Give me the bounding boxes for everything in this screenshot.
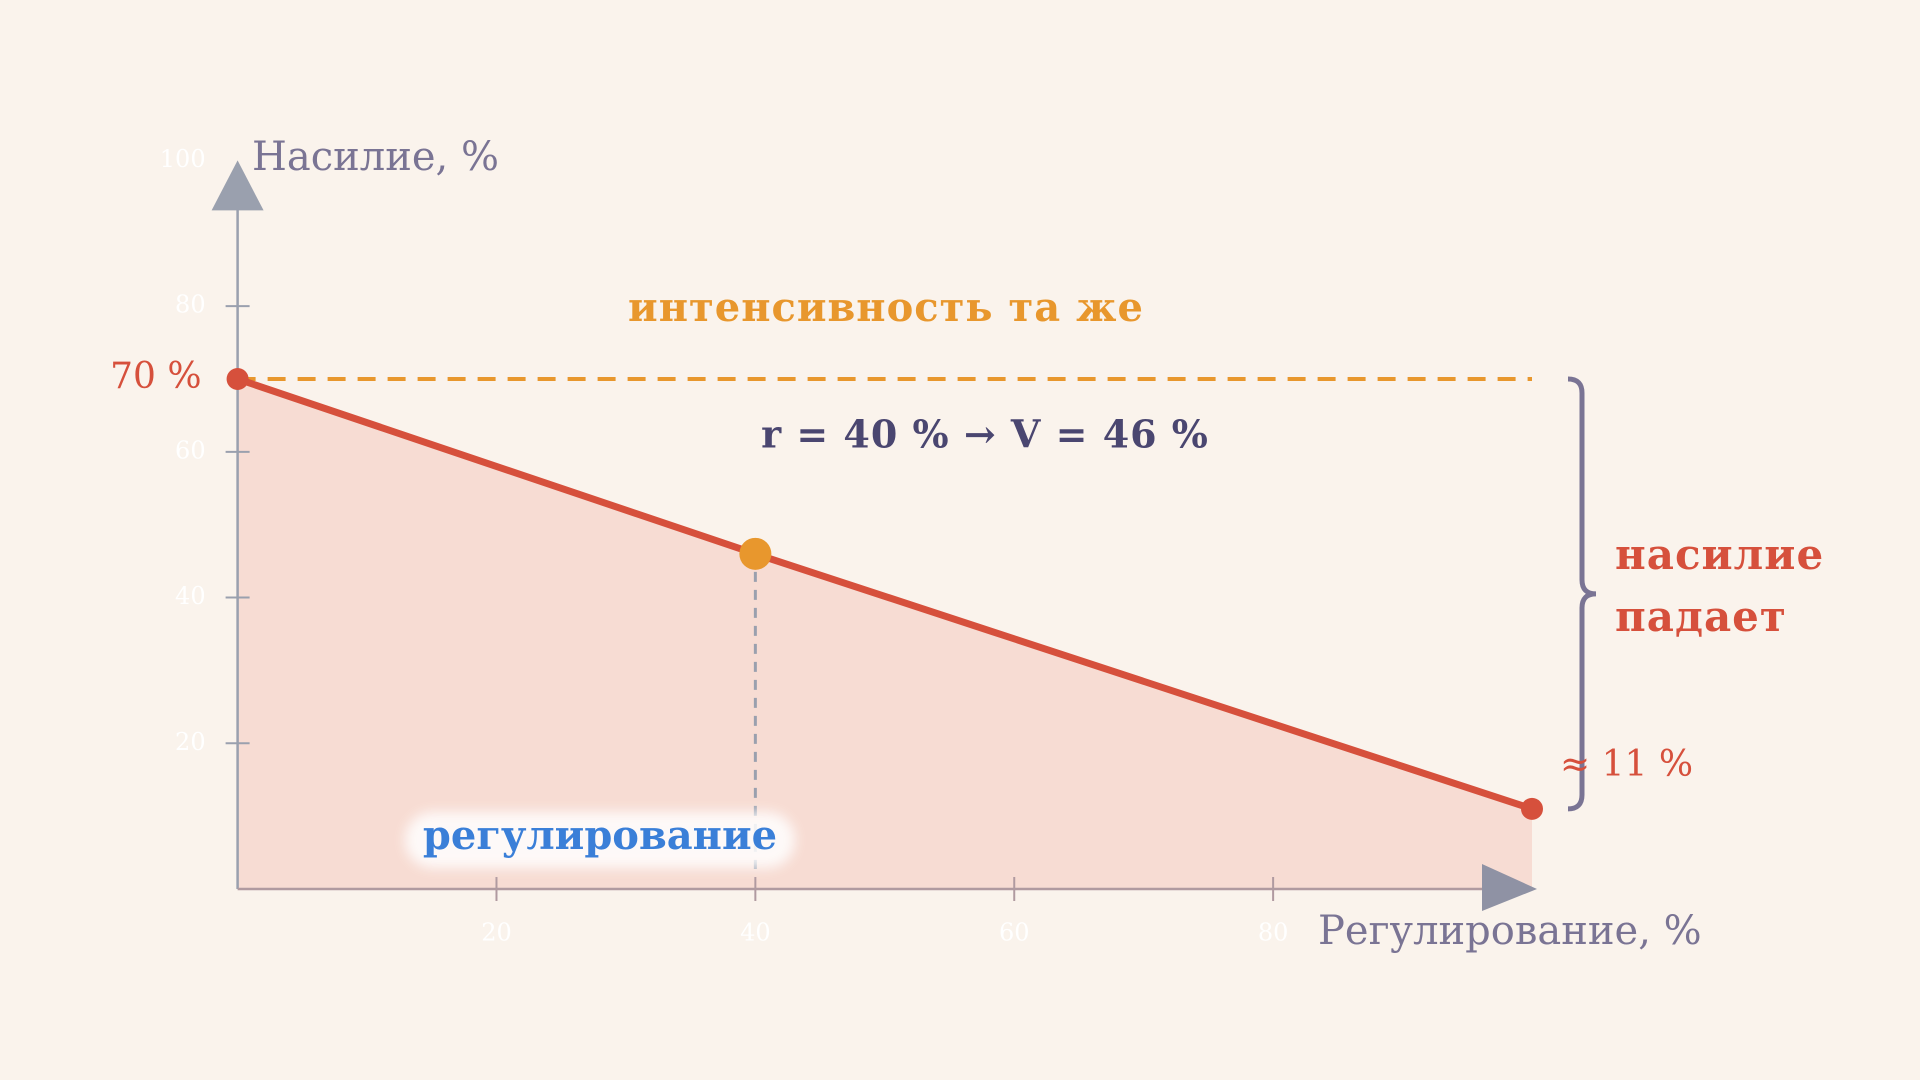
- point-note: r = 40 % → V = 46 %: [761, 412, 1209, 457]
- x-tick-label: 60: [999, 919, 1030, 947]
- area: [237, 378, 1533, 889]
- plot-area: 20 40 60 80 100 20 40 60 80 70 % ≈ 11 %: [110, 145, 1693, 947]
- constant-note: интенсивность та же: [628, 284, 1144, 331]
- point: [226, 367, 249, 390]
- value-label: 70 %: [110, 356, 201, 397]
- y-tick-label: 60: [175, 436, 206, 464]
- x-note: регулирование: [423, 812, 777, 859]
- y-tick-label: 20: [175, 728, 206, 756]
- drop-note: насилие: [1615, 530, 1824, 579]
- y-axis-title: Насилие, %: [252, 134, 499, 180]
- x-tick-label: 40: [740, 919, 771, 947]
- y-tick-label: 100: [160, 145, 206, 173]
- y-tick-label: 80: [175, 291, 206, 319]
- y-tick-label: 40: [175, 582, 206, 610]
- x-axis-arrow: [1482, 864, 1537, 911]
- y-axis-arrow: [211, 160, 264, 211]
- value-label: ≈ 11 %: [1560, 744, 1693, 785]
- highlight-point: [739, 537, 772, 570]
- x-axis-title: Регулирование, %: [1318, 908, 1702, 954]
- drop-note: падает: [1615, 592, 1787, 641]
- point: [1521, 797, 1543, 820]
- note-pill: [405, 812, 795, 868]
- x-tick-label: 80: [1258, 919, 1289, 947]
- x-tick-label: 20: [481, 919, 512, 947]
- brace: [1567, 376, 1597, 812]
